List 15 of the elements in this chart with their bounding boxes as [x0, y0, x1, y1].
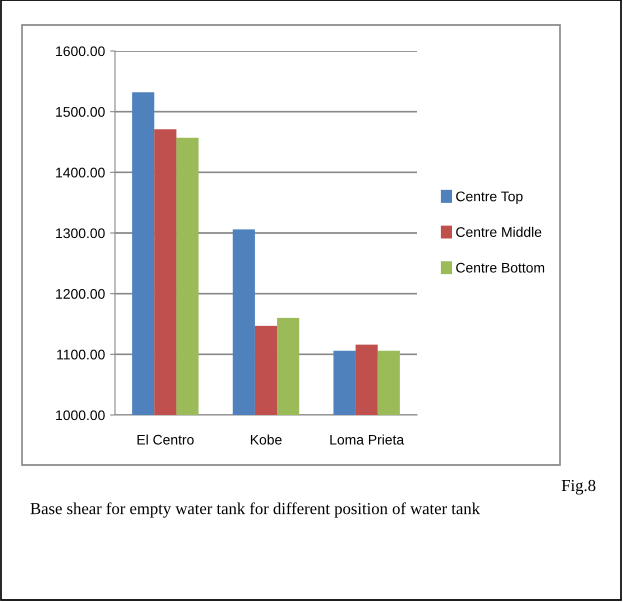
y-tick-label: 1000.00	[56, 410, 105, 420]
y-tick-label: 1600.00	[56, 46, 105, 56]
caption: Fig.8	[562, 480, 596, 495]
text: Base shear for empty water tank for different position of water tank	[30, 502, 480, 518]
y-tick-label: 1500.00	[56, 107, 105, 117]
x-tick-label: Loma Prieta	[330, 434, 404, 445]
y-tick-label: 1100.00	[57, 350, 105, 360]
x-tick-label: El Centro	[138, 434, 194, 445]
legend-label: Centre Middle	[456, 226, 542, 237]
legend-label: Centre Top	[456, 191, 523, 204]
y-tick-label: 1200.00	[56, 289, 105, 299]
y-tick-label: 1300.00	[56, 228, 105, 238]
legend-label: Centre Bottom	[456, 262, 544, 273]
y-tick-label: 1400.00	[56, 168, 105, 178]
x-tick-label: Kobe	[250, 434, 282, 445]
